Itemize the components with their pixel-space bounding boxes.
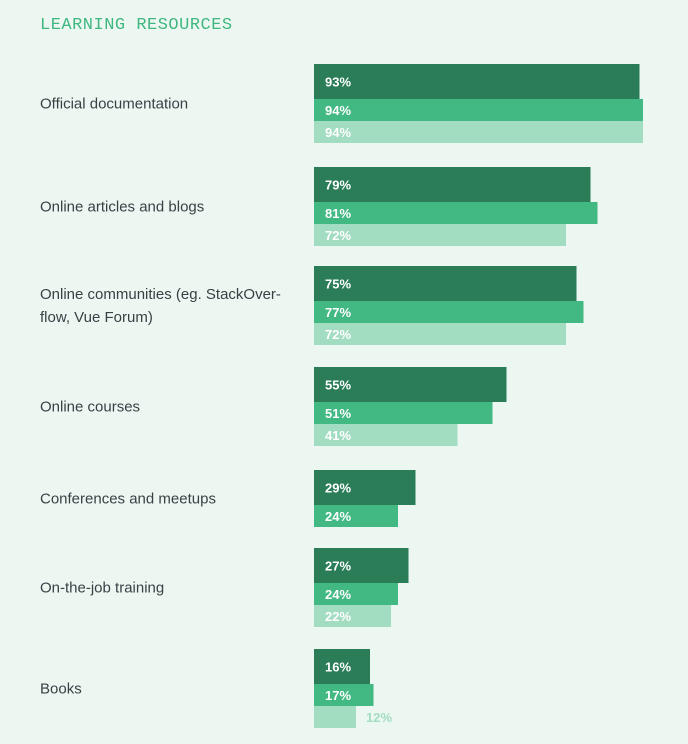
data-label: 55% [325, 378, 351, 393]
bar-series-1 [314, 64, 640, 99]
data-label: 24% [325, 509, 351, 524]
data-label: 94% [325, 125, 351, 140]
bar-series-1 [314, 367, 507, 402]
bar-series-1 [314, 649, 370, 684]
data-label: 51% [325, 406, 351, 421]
bar-series-3 [314, 424, 458, 446]
data-label: 72% [325, 228, 351, 243]
bar-series-1 [314, 470, 416, 505]
data-label: 12% [366, 710, 392, 725]
category-label: Official documentation [40, 96, 188, 113]
data-label: 29% [325, 481, 351, 496]
category-label: Online courses [40, 399, 140, 416]
bar-series-3 [314, 121, 643, 143]
data-label: 22% [325, 609, 351, 624]
data-label: 93% [325, 75, 351, 90]
bar-series-3 [314, 706, 356, 728]
data-label: 77% [325, 305, 351, 320]
category-label: Conferences and meetups [40, 491, 216, 508]
bar-series-2 [314, 99, 643, 121]
bar-series-2 [314, 301, 584, 323]
data-label: 75% [325, 277, 351, 292]
category-label: flow, Vue Forum) [40, 309, 153, 326]
bar-series-3 [314, 605, 391, 627]
bar-series-2 [314, 202, 598, 224]
bar-series-3 [314, 323, 566, 345]
category-label: On-the-job training [40, 580, 164, 597]
data-label: 27% [325, 559, 351, 574]
category-label: Online communities (eg. StackOver- [40, 286, 281, 303]
bar-series-1 [314, 266, 577, 301]
data-label: 94% [325, 103, 351, 118]
data-label: 81% [325, 206, 351, 221]
bar-series-2 [314, 402, 493, 424]
data-label: 72% [325, 327, 351, 342]
category-label: Books [40, 681, 82, 698]
bar-series-2 [314, 505, 398, 527]
data-label: 79% [325, 178, 351, 193]
category-label: Online articles and blogs [40, 199, 204, 216]
bar-series-2 [314, 583, 398, 605]
data-label: 16% [325, 660, 351, 675]
data-label: 41% [325, 428, 351, 443]
chart-title: LEARNING RESOURCES [40, 16, 233, 35]
data-label: 17% [325, 688, 351, 703]
bar-series-1 [314, 548, 409, 583]
data-label: 24% [325, 587, 351, 602]
bar-series-1 [314, 167, 591, 202]
bar-series-3 [314, 224, 566, 246]
bar-series-2 [314, 684, 374, 706]
